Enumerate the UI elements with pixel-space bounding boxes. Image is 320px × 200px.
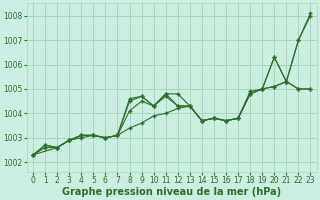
X-axis label: Graphe pression niveau de la mer (hPa): Graphe pression niveau de la mer (hPa) [62, 187, 281, 197]
